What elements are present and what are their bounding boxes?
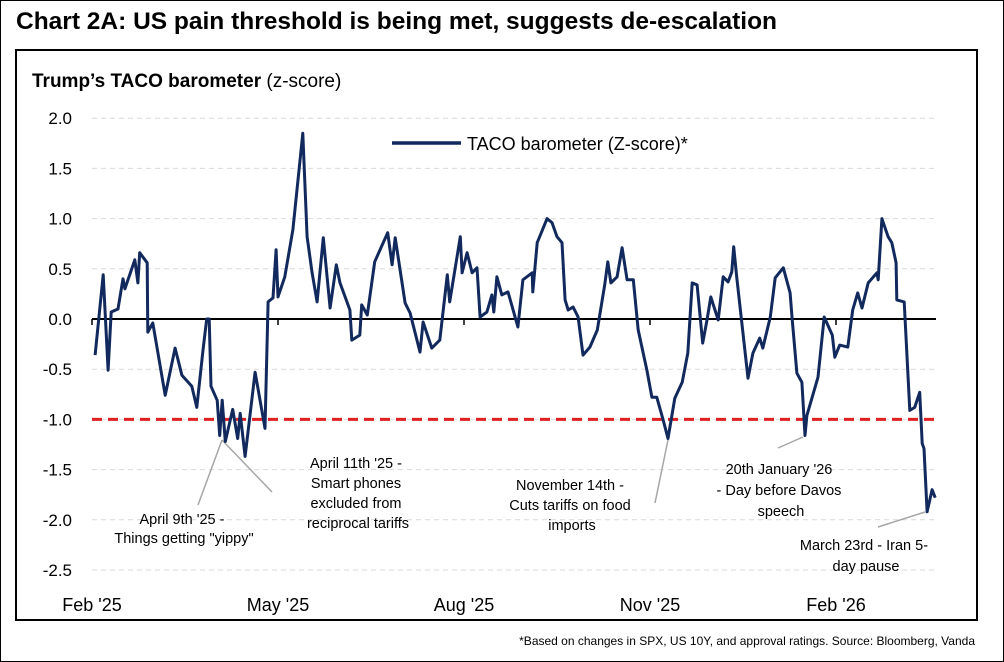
chart-title: Chart 2A: US pain threshold is being met…: [16, 8, 777, 35]
annotation-leaders: [197, 436, 926, 528]
y-tick-label: -1.5: [43, 461, 72, 480]
legend: TACO barometer (Z-score)*: [392, 134, 688, 154]
annotation-line: Cuts tariffs on food: [509, 498, 630, 514]
leader-line-jan20: [777, 436, 804, 449]
annotation-line: - Day before Davos: [717, 483, 842, 499]
annotation-line: excluded from: [310, 496, 401, 512]
leader-line-april9: [197, 439, 223, 506]
annotation-april9: April 9th '25 - Things getting "yippy": [114, 512, 253, 547]
leader-line-april11: [221, 439, 273, 493]
leader-line-nov14: [654, 439, 669, 504]
leader-line-mar23: [877, 511, 926, 528]
annotation-nov14: November 14th - Cuts tariffs on food imp…: [509, 478, 634, 534]
annotation-line: Smart phones: [311, 476, 401, 492]
annotation-line: day pause: [833, 559, 900, 575]
annotation-line: Things getting "yippy": [114, 531, 253, 547]
annotation-line: reciprocal tariffs: [307, 516, 409, 532]
y-tick-label: 0.0: [48, 310, 72, 329]
chart-frame: [15, 49, 978, 621]
x-tick-label: May '25: [247, 595, 309, 615]
x-tick-label: Aug '25: [434, 595, 495, 615]
legend-label: TACO barometer (Z-score)*: [467, 134, 688, 154]
annotations: April 9th '25 - Things getting "yippy" A…: [114, 456, 932, 575]
x-tick-label: Feb '26: [806, 595, 865, 615]
y-tick-label: -2.0: [43, 511, 72, 530]
annotation-april11: April 11th '25 - Smart phones excluded f…: [307, 456, 409, 532]
x-tick-label: Feb '25: [62, 595, 121, 615]
x-axis-ticks: Feb '25 May '25 Aug '25 Nov '25 Feb '26: [62, 319, 866, 615]
y-tick-label: 0.5: [48, 260, 72, 279]
series-line-taco-barometer: [93, 131, 937, 514]
annotation-line: November 14th -: [516, 478, 624, 494]
gridlines: [92, 117, 936, 571]
x-tick-label: Nov '25: [620, 595, 680, 615]
y-tick-label: -1.0: [43, 410, 72, 429]
y-tick-label: 1.0: [48, 210, 72, 229]
annotation-line: March 23rd - Iran 5-: [800, 538, 928, 554]
annotation-line: imports: [548, 518, 596, 534]
footnote: *Based on changes in SPX, US 10Y, and ap…: [519, 634, 975, 648]
y-tick-label: 2.0: [48, 109, 72, 128]
annotation-line: April 9th '25 -: [139, 512, 224, 528]
annotation-mar23: March 23rd - Iran 5- day pause: [800, 538, 932, 575]
y-tick-label: -0.5: [43, 360, 72, 379]
y-tick-label: -2.5: [43, 561, 72, 580]
subtitle-bold: Trump’s TACO barometer: [32, 71, 262, 92]
annotation-line: 20th January '26: [726, 462, 833, 478]
annotation-line: speech: [758, 504, 805, 520]
chart-subtitle: Trump’s TACO barometer (z-score): [32, 71, 341, 92]
y-tick-label: 1.5: [48, 159, 72, 178]
subtitle-unit: (z-score): [261, 71, 341, 92]
annotation-jan20: 20th January '26 - Day before Davos spee…: [717, 462, 846, 520]
annotation-line: April 11th '25 -: [310, 456, 402, 472]
y-axis-ticks: 2.0 1.5 1.0 0.5 0.0 -0.5 -1.0 -1.5 -2.0 -2.5: [43, 109, 72, 580]
